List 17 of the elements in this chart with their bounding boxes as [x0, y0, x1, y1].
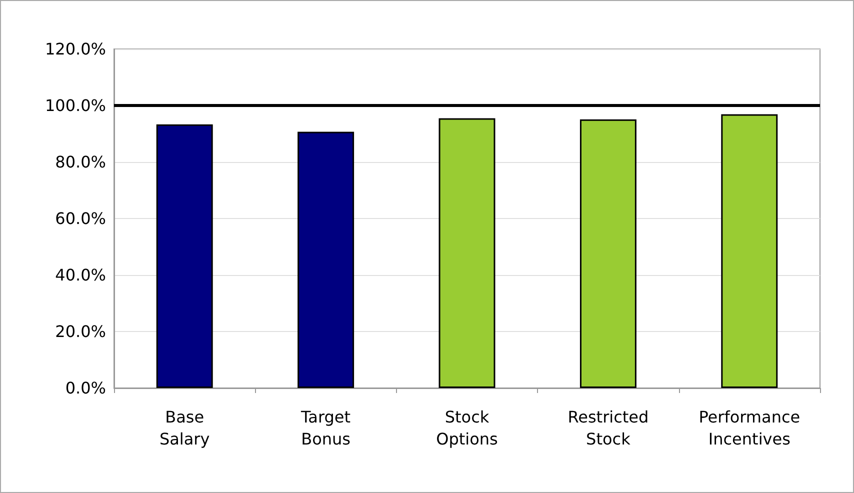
x-tick-label: Restricted Stock: [568, 408, 649, 448]
bar: [438, 118, 496, 388]
bar: [721, 114, 778, 388]
y-tick-label: 100.0%: [44, 96, 106, 115]
y-tick-label: 20.0%: [55, 322, 106, 341]
y-tick-label: 120.0%: [44, 40, 106, 58]
y-tick-label: 0.0%: [65, 378, 106, 398]
y-tick-label: 40.0%: [55, 266, 106, 284]
y-tick-label: 80.0%: [55, 152, 106, 172]
bar: [156, 124, 213, 388]
bar: [580, 119, 636, 388]
x-tick-label: Target Bonus: [300, 408, 351, 448]
x-tick-label: Stock Options: [436, 408, 498, 448]
bar: [298, 132, 354, 388]
x-tick-label: Performance Incentives: [698, 408, 800, 448]
y-tick-label: 60.0%: [55, 209, 106, 228]
x-tick-label: Base Salary: [159, 408, 210, 448]
